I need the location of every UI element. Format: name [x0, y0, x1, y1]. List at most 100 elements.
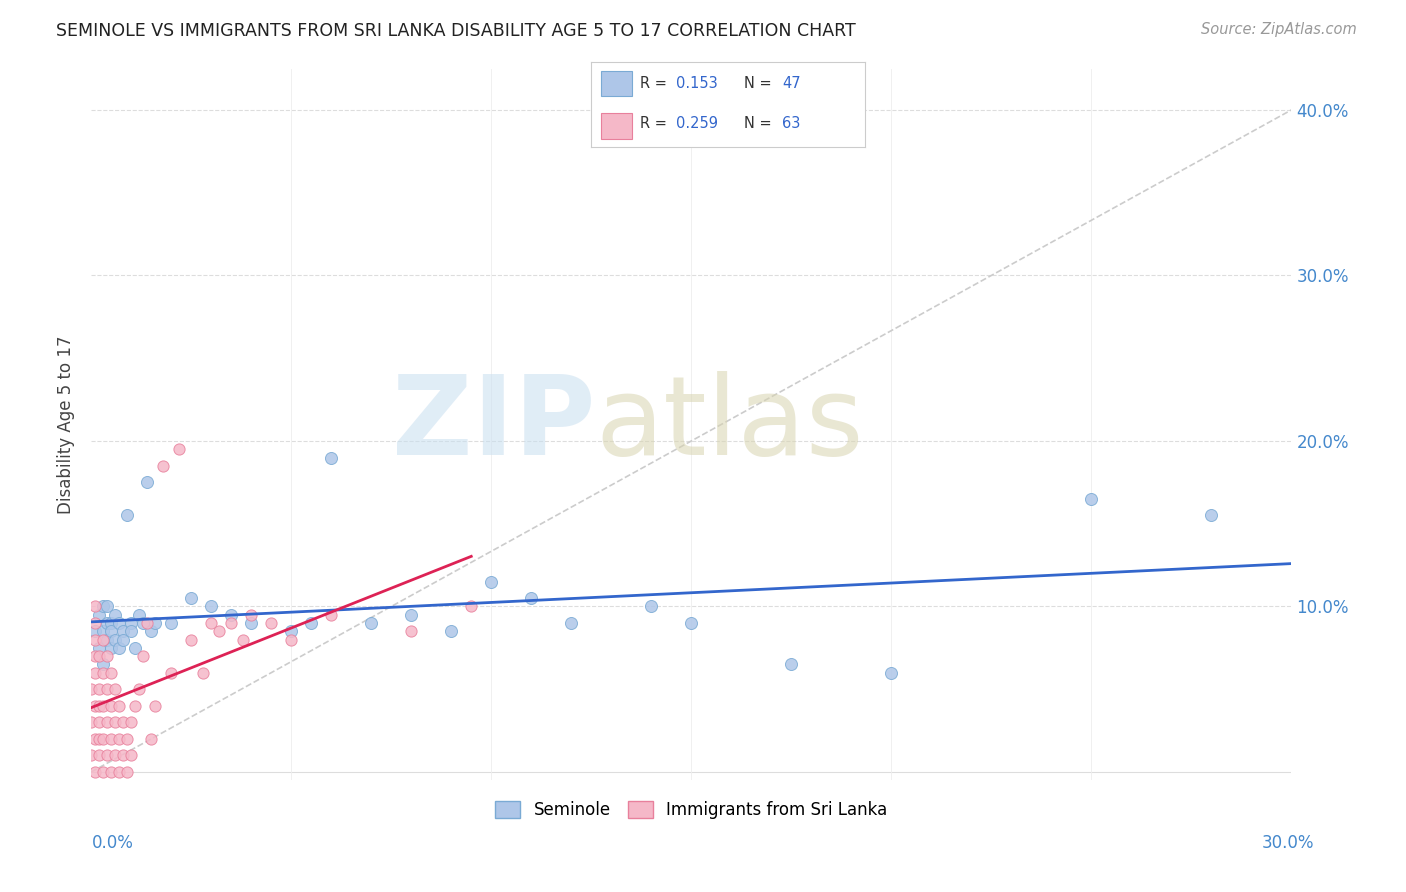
Point	[1080, 491, 1102, 506]
Point	[91, 731, 114, 746]
Text: 47: 47	[782, 76, 801, 91]
Point	[84, 665, 107, 680]
Point	[124, 698, 146, 713]
Point	[681, 615, 703, 630]
Text: R =: R =	[640, 76, 672, 91]
Point	[84, 599, 107, 614]
Point	[143, 698, 166, 713]
Point	[520, 591, 543, 606]
Point	[84, 632, 107, 647]
Point	[91, 632, 114, 647]
Point	[321, 607, 343, 622]
Point	[104, 682, 127, 697]
Point	[91, 624, 114, 639]
Text: 63: 63	[782, 116, 801, 131]
Bar	[602, 113, 631, 139]
Point	[100, 615, 122, 630]
Point	[780, 657, 803, 672]
Point	[240, 607, 263, 622]
Point	[128, 682, 150, 697]
Text: ZIP: ZIP	[392, 371, 595, 478]
Point	[96, 599, 118, 614]
Point	[115, 731, 138, 746]
Point	[108, 640, 131, 655]
Point	[100, 665, 122, 680]
Point	[260, 615, 283, 630]
Point	[89, 698, 111, 713]
Point	[132, 649, 155, 664]
Point	[160, 615, 183, 630]
Point	[120, 715, 142, 730]
Point	[136, 615, 159, 630]
Point	[89, 682, 111, 697]
Point	[1201, 508, 1223, 523]
Point	[96, 649, 118, 664]
Y-axis label: Disability Age 5 to 17: Disability Age 5 to 17	[58, 335, 75, 514]
Point	[180, 591, 202, 606]
Point	[120, 624, 142, 639]
Point	[96, 682, 118, 697]
Point	[84, 731, 107, 746]
Point	[89, 607, 111, 622]
Text: SEMINOLE VS IMMIGRANTS FROM SRI LANKA DISABILITY AGE 5 TO 17 CORRELATION CHART: SEMINOLE VS IMMIGRANTS FROM SRI LANKA DI…	[56, 22, 856, 40]
Point	[100, 640, 122, 655]
Point	[141, 731, 163, 746]
Point	[640, 599, 662, 614]
Point	[232, 632, 254, 647]
Point	[399, 607, 422, 622]
Point	[200, 599, 222, 614]
Point	[112, 624, 135, 639]
Point	[143, 615, 166, 630]
Point	[200, 615, 222, 630]
Point	[80, 682, 103, 697]
Point	[104, 715, 127, 730]
Point	[219, 607, 242, 622]
Point	[84, 649, 107, 664]
Point	[91, 599, 114, 614]
Point	[89, 649, 111, 664]
Point	[100, 624, 122, 639]
Point	[440, 624, 463, 639]
Point	[80, 715, 103, 730]
Point	[280, 632, 302, 647]
Point	[219, 615, 242, 630]
Text: Source: ZipAtlas.com: Source: ZipAtlas.com	[1201, 22, 1357, 37]
Point	[152, 458, 174, 473]
Point	[84, 764, 107, 779]
Point	[100, 698, 122, 713]
Text: 30.0%: 30.0%	[1263, 834, 1315, 852]
Point	[108, 764, 131, 779]
Legend: Seminole, Immigrants from Sri Lanka: Seminole, Immigrants from Sri Lanka	[489, 794, 894, 825]
Point	[321, 450, 343, 465]
Point	[96, 615, 118, 630]
Text: N =: N =	[744, 76, 776, 91]
Point	[100, 764, 122, 779]
Text: R =: R =	[640, 116, 672, 131]
Point	[84, 698, 107, 713]
Point	[84, 615, 107, 630]
Point	[479, 574, 502, 589]
Point	[100, 731, 122, 746]
Point	[112, 748, 135, 763]
Point	[89, 731, 111, 746]
Point	[360, 615, 382, 630]
Point	[91, 665, 114, 680]
Text: N =: N =	[744, 116, 776, 131]
Point	[160, 665, 183, 680]
Point	[128, 607, 150, 622]
Point	[89, 748, 111, 763]
Point	[108, 698, 131, 713]
Point	[193, 665, 215, 680]
Text: atlas: atlas	[595, 371, 863, 478]
Point	[120, 615, 142, 630]
Point	[880, 665, 903, 680]
Point	[96, 632, 118, 647]
Point	[89, 640, 111, 655]
Point	[399, 624, 422, 639]
Bar	[602, 71, 631, 96]
Point	[141, 624, 163, 639]
Point	[115, 764, 138, 779]
Point	[136, 475, 159, 490]
Point	[96, 715, 118, 730]
Point	[91, 764, 114, 779]
